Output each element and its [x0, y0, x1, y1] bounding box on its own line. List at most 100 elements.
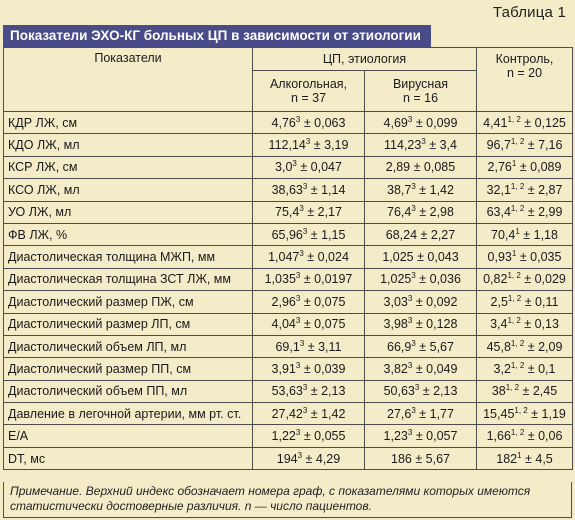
value-error: ± 0,075 [300, 317, 346, 332]
note-line-2: статистически достоверные различия. n — … [10, 499, 372, 513]
value-mean: 182 [496, 451, 518, 466]
value-mean: 1,22 [271, 429, 296, 444]
value-error: ± 1,14 [307, 182, 346, 197]
value-cell-c1: 1,0473 ± 0,024 [252, 245, 365, 269]
value-cell-c1: 53,633 ± 2,13 [252, 379, 365, 404]
row-label: Диастолический объем ПП, мл [3, 379, 253, 404]
significance-index: 1, 2 [505, 383, 520, 393]
value-cell-c2: 66,93 ± 5,67 [364, 334, 477, 359]
value-mean: 76,4 [387, 205, 412, 220]
value-cell-c1: 1,223 ± 0,055 [252, 424, 365, 448]
significance-index: 1 [515, 226, 520, 236]
value-mean: 3,98 [383, 317, 408, 332]
value-error: ± 2,87 [524, 182, 563, 197]
header-indicators: Показатели [3, 47, 253, 112]
significance-index: 1, 2 [507, 271, 521, 281]
table-row: Диастолический размер ПП, см 3,913 ± 0,03… [3, 357, 573, 381]
row-label: Диастолический размер ПЖ, см [3, 290, 253, 314]
header-viral: Вирусная n = 16 [364, 70, 477, 112]
value-mean: 2,76 [487, 160, 512, 175]
value-error: ± 3,4 [425, 138, 457, 153]
significance-index: 1, 2 [507, 114, 521, 124]
significance-index: 1, 2 [510, 181, 525, 191]
significance-index: 1 [511, 159, 517, 169]
table-row: КСР ЛЖ, см 3,03 ± 0,047 2,89 ± 0,085 2,761 … [3, 155, 573, 180]
value-error: ± 0,055 [300, 429, 346, 444]
value-error: ± 4,29 [302, 451, 341, 466]
value-mean: 69,1 [275, 339, 300, 354]
value-mean: 1,035 [264, 272, 296, 287]
significance-index: 3 [407, 293, 413, 303]
value-error: ± 0,0197 [300, 272, 353, 287]
header-viral-n: n = 16 [402, 91, 439, 105]
value-cell-c1: 38,633 ± 1,14 [252, 178, 365, 202]
significance-index: 3 [414, 383, 420, 393]
significance-index: 1 [517, 450, 522, 460]
table-row: КСО ЛЖ, мл 38,633 ± 1,14 38,73 ± 1,42 32,11… [3, 178, 573, 202]
significance-index: 1, 2 [507, 293, 522, 303]
value-mean: 0,93 [487, 250, 512, 265]
value-mean: 1,23 [383, 429, 408, 444]
value-cell-c2: 4,693 ± 0,099 [364, 110, 477, 135]
value-mean: 38,7 [387, 182, 412, 197]
value-error: ± 7,16 [524, 138, 563, 153]
value-error: ± 0,047 [296, 160, 342, 175]
header-control: Контроль, n = 20 [476, 47, 573, 112]
value-mean: 68,24 ± 2,27 [385, 227, 456, 242]
value-mean: 1,025 [380, 272, 412, 287]
value-mean: 2,89 ± 0,085 [385, 160, 456, 175]
significance-index: 3 [302, 226, 308, 236]
table-title: Показатели ЭХО-КГ больных ЦП в зависимос… [3, 25, 431, 47]
table-note: Примечание. Верхний индекс обозначает но… [3, 482, 572, 518]
value-cell-c3: 63,41, 2 ± 2,99 [476, 200, 573, 224]
value-cell-c1: 4,043 ± 0,075 [252, 312, 365, 336]
value-cell-c1: 112,143 ± 3,19 [252, 133, 365, 157]
value-cell-c2: 3,823 ± 0,049 [364, 357, 477, 381]
row-label: DT, мс [3, 446, 253, 471]
table-row: Диастолический размер ЛП, см 4,043 ± 0,07… [3, 312, 573, 336]
significance-index: 1, 2 [510, 338, 525, 348]
value-mean: 45,8 [486, 339, 511, 354]
value-cell-c3: 96,71, 2 ± 7,16 [476, 133, 573, 157]
significance-index: 3 [299, 338, 305, 348]
value-cell-c3: 15,451, 2 ± 1,19 [476, 402, 573, 426]
row-label: ФВ ЛЖ, % [3, 222, 253, 247]
header-viral-label: Вирусная [392, 77, 449, 91]
significance-index: 3 [411, 204, 416, 214]
value-error: ± 0,1 [524, 361, 556, 376]
significance-index: 3 [295, 428, 301, 438]
value-mean: 112,14 [268, 138, 306, 153]
value-mean: 186 ± 5,67 [391, 451, 450, 466]
significance-index: 3 [302, 383, 308, 393]
value-error: ± 0,128 [412, 317, 458, 332]
value-error: ± 0,099 [412, 115, 458, 130]
value-mean: 2,96 [271, 294, 296, 309]
header-alcoholic: Алкогольная, n = 37 [252, 70, 365, 112]
value-error: ± 1,77 [415, 406, 454, 421]
header-alcoholic-n: n = 37 [290, 91, 327, 105]
value-error: ± 2,13 [419, 384, 458, 399]
value-error: ± 2,17 [303, 205, 342, 220]
value-error: ± 0,036 [415, 272, 461, 287]
significance-index: 3 [295, 293, 301, 303]
significance-index: 3 [305, 137, 311, 147]
value-cell-c3: 32,11, 2 ± 2,87 [476, 178, 573, 202]
row-label: Диастолическая толщина МЖП, мм [3, 245, 253, 269]
value-mean: 75,4 [275, 205, 300, 220]
value-cell-c3: 45,81, 2 ± 2,09 [476, 334, 573, 359]
note-line-1: Примечание. Верхний индекс обозначает но… [10, 484, 531, 498]
value-mean: 27,6 [387, 406, 412, 421]
row-label: КДР ЛЖ, см [3, 110, 253, 135]
significance-index: 3 [295, 114, 301, 124]
table-row: УО ЛЖ, мл 75,43 ± 2,17 76,43 ± 2,98 63,41, … [3, 200, 573, 224]
value-error: ± 1,42 [415, 182, 454, 197]
value-error: ± 0,06 [524, 429, 563, 444]
significance-index: 3 [295, 271, 301, 281]
value-mean: 4,69 [383, 115, 408, 130]
table-row: Диастолический объем ЛП, мл 69,13 ± 3,11 6… [3, 334, 573, 359]
header-etiology-group: ЦП, этиология [252, 47, 477, 71]
value-cell-c2: 68,24 ± 2,27 [364, 222, 477, 247]
significance-index: 3 [302, 405, 308, 415]
value-error: ± 0,024 [303, 250, 349, 265]
